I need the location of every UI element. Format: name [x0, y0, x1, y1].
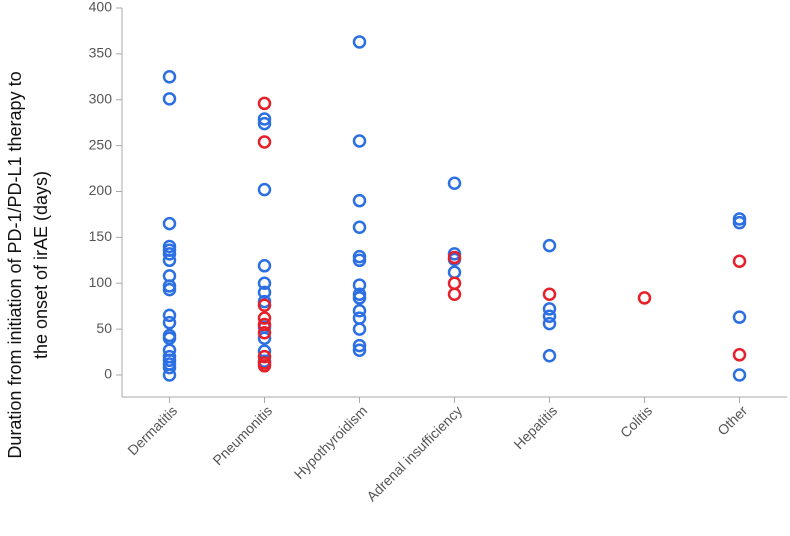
- point: [542, 316, 557, 331]
- point: [257, 285, 272, 300]
- point: [732, 254, 747, 268]
- point: [352, 134, 367, 148]
- y-tick-label: 50: [96, 320, 112, 336]
- point: [162, 92, 177, 106]
- y-tick-label: 300: [89, 90, 113, 106]
- x-tick-label: Dermatitis: [124, 402, 180, 458]
- x-tick-label: Hypothyroidism: [291, 402, 371, 482]
- point: [732, 310, 747, 324]
- x-tick-label: Adrenal insufficiency: [363, 402, 465, 504]
- point: [162, 308, 177, 323]
- point: [352, 35, 367, 49]
- point: [352, 220, 367, 235]
- y-axis-label: the onset of irAE (days): [31, 171, 51, 359]
- y-tick-label: 100: [89, 274, 113, 290]
- point: [732, 215, 747, 230]
- x-tick-label: Other: [714, 402, 750, 438]
- point: [352, 304, 367, 318]
- y-tick-label: 250: [89, 136, 113, 152]
- point: [257, 311, 272, 325]
- point: [257, 112, 272, 126]
- point: [257, 96, 272, 111]
- point: [542, 238, 557, 253]
- point: [257, 182, 272, 197]
- point: [257, 135, 272, 149]
- point: [257, 359, 272, 373]
- point: [542, 309, 557, 324]
- y-tick-label: 200: [89, 182, 113, 198]
- point: [257, 317, 272, 332]
- point: [257, 116, 272, 131]
- point: [257, 259, 272, 273]
- x-tick-label: Colitis: [617, 402, 655, 440]
- point: [352, 338, 367, 353]
- point: [352, 343, 367, 357]
- point: [162, 315, 177, 330]
- point: [162, 360, 177, 375]
- point: [542, 287, 557, 301]
- point: [257, 298, 272, 313]
- point: [352, 278, 367, 292]
- point: [352, 322, 367, 336]
- point: [162, 368, 177, 382]
- x-tick-label: Pneumonitis: [209, 402, 275, 468]
- y-tick-label: 150: [89, 228, 113, 244]
- point: [542, 348, 557, 363]
- point: [162, 216, 177, 231]
- point: [352, 193, 367, 208]
- x-tick-label: Hepatitis: [510, 402, 560, 452]
- point: [257, 331, 272, 346]
- point: [352, 291, 367, 305]
- point: [447, 276, 462, 290]
- point: [162, 282, 177, 297]
- point: [637, 291, 652, 305]
- point: [257, 276, 272, 290]
- point: [732, 348, 747, 362]
- point: [542, 302, 557, 316]
- y-tick-label: 0: [104, 366, 112, 382]
- point: [447, 287, 462, 301]
- point: [257, 326, 272, 340]
- point: [447, 265, 462, 279]
- point: [447, 250, 462, 265]
- point: [162, 70, 177, 84]
- point: [352, 311, 367, 325]
- point: [162, 253, 177, 268]
- point: [352, 253, 367, 268]
- point: [732, 368, 747, 382]
- point: [447, 176, 462, 190]
- point: [257, 349, 272, 364]
- y-axis-label: Duration from initiation of PD-1/PD-L1 t…: [5, 71, 25, 458]
- y-tick-label: 350: [89, 45, 113, 61]
- y-tick-label: 400: [89, 0, 113, 15]
- point: [162, 247, 177, 261]
